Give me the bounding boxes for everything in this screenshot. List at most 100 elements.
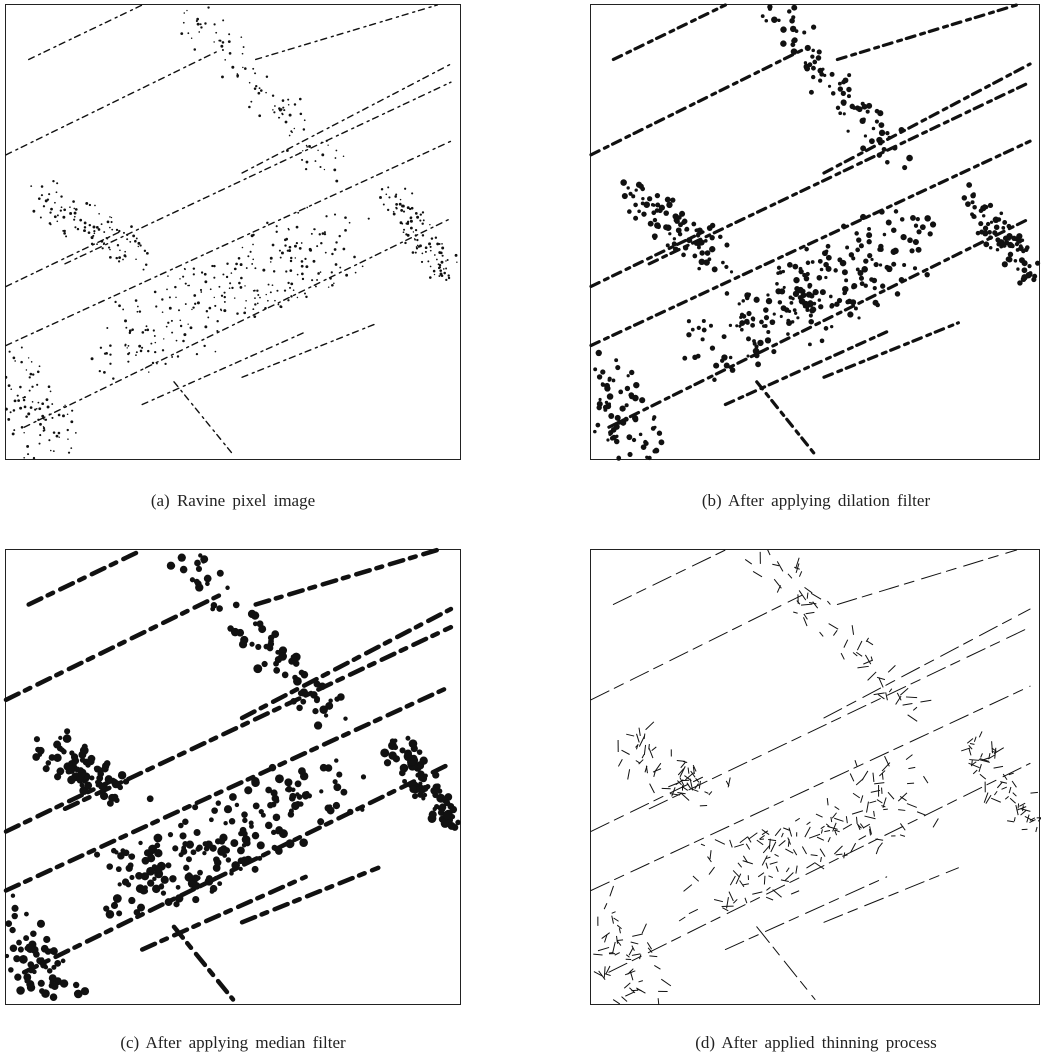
- ravine-skeleton: [749, 833, 758, 839]
- ravine-pixel: [659, 205, 665, 211]
- ravine-pixel: [641, 197, 644, 200]
- ravine-pixel: [418, 775, 424, 781]
- ravine-pixel: [930, 221, 936, 227]
- ravine-pixel: [880, 283, 885, 288]
- ravine-pixel: [118, 882, 122, 886]
- ravine-pixel: [223, 821, 227, 825]
- ravine-pixel: [255, 85, 257, 87]
- ravine-pixel: [242, 53, 244, 55]
- ravine-pixel: [27, 412, 30, 415]
- ravine-pixel: [229, 871, 234, 876]
- ravine-pixel: [83, 229, 86, 232]
- ravine-pixel: [194, 560, 201, 567]
- ravine-skeleton: [816, 814, 823, 817]
- ravine-pixel: [225, 586, 229, 590]
- ravine-pixel: [316, 245, 318, 247]
- ravine-pixel: [89, 224, 91, 226]
- ravine-pixel: [744, 319, 750, 325]
- ravine-pixel: [242, 247, 244, 249]
- ravine-pixel: [340, 789, 347, 796]
- ravine-pixel: [593, 367, 597, 371]
- ravine-pixel: [240, 36, 242, 38]
- ravine-pixel: [766, 293, 769, 296]
- ravine-skeleton: [1036, 827, 1037, 832]
- ravine-pixel: [891, 227, 896, 232]
- ravine-pixel: [96, 243, 98, 245]
- ravine-pixel: [145, 264, 147, 266]
- ravine-pixel: [234, 297, 235, 298]
- ravine-pixel: [161, 298, 163, 300]
- ravine-skeleton: [650, 784, 655, 793]
- ravine-pixel: [238, 282, 241, 285]
- ravine-pixel: [20, 361, 23, 364]
- ravine-pixel: [683, 245, 688, 250]
- ravine-pixel: [604, 385, 610, 391]
- ravine-pixel: [596, 350, 602, 356]
- ravine-pixel: [266, 76, 268, 78]
- ravine-pixel: [257, 856, 262, 861]
- ravine-pixel: [450, 806, 457, 813]
- ravine-pixel: [632, 415, 638, 421]
- ravine-pixel: [817, 68, 823, 74]
- ravine-pixel: [982, 231, 988, 237]
- ravine-pixel: [709, 235, 714, 240]
- ravine-pixel: [191, 38, 192, 39]
- ravine-pixel: [673, 246, 679, 252]
- ravine-pixel: [200, 555, 208, 563]
- ravine-pixel: [738, 302, 741, 305]
- ravine-skeleton: [846, 816, 847, 823]
- ravine-pixel: [196, 353, 198, 355]
- ravine-pixel: [855, 248, 860, 253]
- ravine-pixel: [988, 203, 993, 208]
- ravine-pixel: [410, 227, 413, 230]
- ravine-pixel: [431, 237, 433, 239]
- ravine-pixel: [284, 244, 286, 246]
- ravine-pixel: [123, 232, 125, 234]
- ravine-skeleton: [753, 571, 762, 576]
- ravine-pixel: [71, 410, 73, 412]
- ravine-pixel: [179, 832, 186, 839]
- ravine-pixel: [214, 876, 219, 881]
- ravine-pixel: [267, 802, 273, 808]
- ravine-pixel: [620, 179, 627, 186]
- ravine-pixel: [143, 885, 148, 890]
- ravine-pixel: [60, 979, 68, 987]
- ravine-skeleton: [629, 948, 633, 955]
- ravine-pixel: [770, 319, 776, 325]
- ravine-pixel: [257, 841, 265, 849]
- ravine-pixel: [207, 6, 209, 8]
- ravine-pixel: [94, 852, 100, 858]
- ravine-pixel: [686, 237, 692, 243]
- ravine-pixel: [155, 342, 156, 343]
- ravine-pixel: [607, 393, 614, 400]
- ravine-pixel: [261, 813, 266, 818]
- ravine-pixel: [433, 270, 436, 273]
- ravine-pixel: [635, 188, 638, 191]
- ravine-skeleton: [981, 753, 983, 757]
- ravine-pixel: [209, 307, 212, 310]
- ravine-skeleton: [821, 857, 822, 862]
- ravine-pixel: [73, 982, 79, 988]
- ravine-pixel: [1001, 226, 1005, 230]
- ravine-pixel: [244, 285, 245, 286]
- ravine-skeleton: [613, 942, 616, 953]
- ravine-pixel: [615, 365, 620, 370]
- ravine-pixel: [900, 234, 906, 240]
- ravine-pixel: [790, 301, 794, 305]
- ravine-pixel: [185, 283, 187, 285]
- ravine-pixel: [808, 319, 814, 325]
- ravine-pixel: [150, 343, 152, 345]
- ravine-pixel: [789, 18, 795, 24]
- ravine-pixel: [103, 906, 109, 912]
- ravine-pixel: [210, 885, 217, 892]
- ravine-pixel: [663, 224, 669, 230]
- ravine-pixel: [196, 20, 198, 22]
- ravine-skeleton: [687, 783, 691, 789]
- ravine-pixel: [194, 579, 200, 585]
- ravine-pixel: [242, 843, 247, 848]
- ravine-pixel: [309, 249, 312, 252]
- ravine-pixel: [53, 754, 61, 762]
- ravine-pixel: [709, 324, 713, 328]
- ravine-pixel: [767, 4, 772, 9]
- ravine-skeleton: [604, 973, 610, 975]
